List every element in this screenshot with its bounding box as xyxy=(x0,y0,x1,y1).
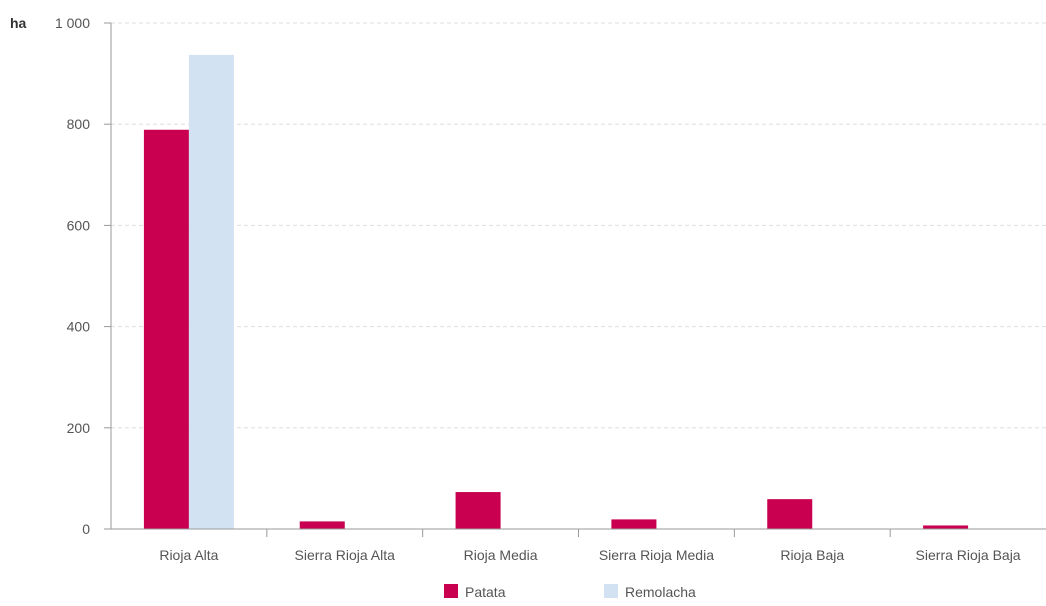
axes xyxy=(104,22,1046,537)
x-tick-label: Sierra Rioja Alta xyxy=(295,547,396,563)
legend-label: Remolacha xyxy=(625,584,696,600)
gridlines xyxy=(111,22,1046,429)
y-unit-label: ha xyxy=(10,15,27,31)
bar-patata-0 xyxy=(143,129,189,530)
y-tick-label: 600 xyxy=(67,217,91,233)
legend: Patata Remolacha xyxy=(444,584,696,600)
bar-patata-4 xyxy=(767,499,813,529)
bar-patata-5 xyxy=(923,525,969,529)
y-tick-label: 400 xyxy=(67,319,91,335)
legend-label: Patata xyxy=(465,584,506,600)
bar-patata-2 xyxy=(455,492,501,529)
legend-swatch xyxy=(604,584,618,598)
bar-patata-1 xyxy=(299,521,345,529)
bar-patata-3 xyxy=(611,519,657,529)
bars xyxy=(143,54,969,530)
legend-item-remolacha: Remolacha xyxy=(604,584,696,600)
tick-labels: 0 200 400 600 800 1 000 ha Rioja Alta Sierra Rio… xyxy=(10,15,1021,563)
x-tick-label: Sierra Rioja Baja xyxy=(916,547,1021,563)
x-tick-label: Rioja Baja xyxy=(780,547,844,563)
legend-swatch xyxy=(444,584,458,598)
y-tick-label: 1 000 xyxy=(55,15,90,31)
y-tick-label: 800 xyxy=(67,116,91,132)
x-tick-label: Rioja Alta xyxy=(159,547,218,563)
x-tick-label: Sierra Rioja Media xyxy=(599,547,714,563)
bar-remolacha-0 xyxy=(188,54,234,530)
x-tick-label: Rioja Media xyxy=(464,547,538,563)
y-tick-label: 200 xyxy=(67,420,91,436)
y-tick-label: 0 xyxy=(82,521,90,537)
legend-item-patata: Patata xyxy=(444,584,506,600)
